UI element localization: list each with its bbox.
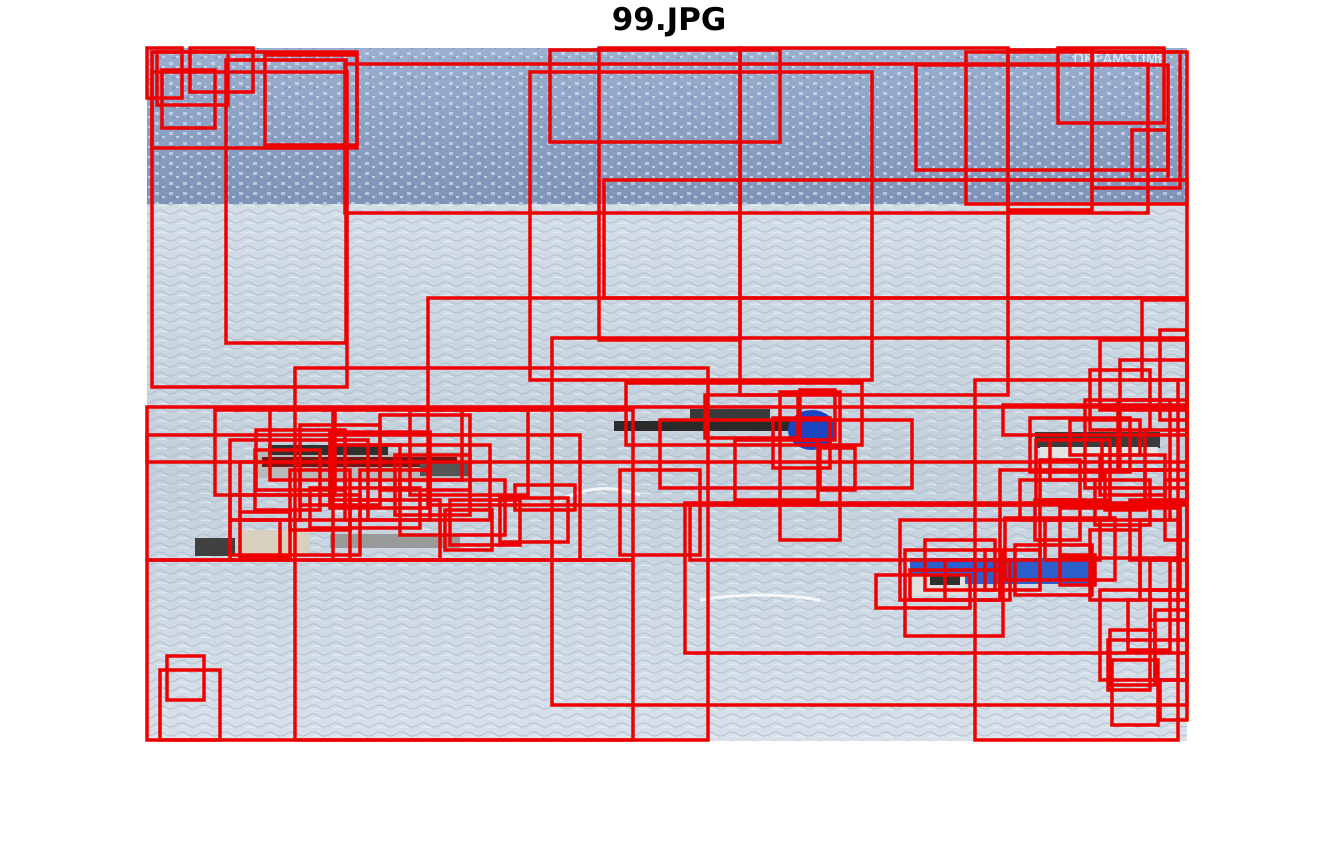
small-boat-left xyxy=(195,530,460,556)
detection-box xyxy=(983,548,1042,592)
detection-box xyxy=(150,70,349,389)
detection-box xyxy=(228,518,282,562)
detection-box xyxy=(1128,498,1182,562)
hillside-buildings xyxy=(147,48,1187,204)
detection-box xyxy=(513,483,577,512)
detection-box xyxy=(1158,678,1189,722)
detection-box xyxy=(903,548,1005,638)
detection-box xyxy=(331,408,635,562)
detection-box xyxy=(818,446,857,492)
detection-box xyxy=(528,70,874,382)
detection-box xyxy=(188,46,255,94)
detection-box xyxy=(1110,658,1160,727)
detection-box xyxy=(1098,453,1167,497)
detection-box xyxy=(398,478,507,537)
detection-box xyxy=(498,496,570,544)
detection-box xyxy=(343,62,1150,215)
detection-box xyxy=(798,388,837,442)
detection-box xyxy=(1163,478,1189,542)
detection-box xyxy=(328,443,402,502)
detection-box xyxy=(1056,46,1166,125)
detection-box xyxy=(1058,553,1097,587)
detection-box xyxy=(658,418,914,490)
detection-box xyxy=(263,53,359,147)
detection-box xyxy=(548,48,782,144)
detection-box xyxy=(165,654,206,702)
detection-box xyxy=(914,63,1170,172)
detection-box xyxy=(238,510,292,560)
detection-box xyxy=(1013,543,1094,597)
detection-box xyxy=(253,448,322,512)
detection-box xyxy=(618,468,702,557)
detection-box xyxy=(448,498,522,547)
detection-boxes xyxy=(145,46,1189,742)
detection-box xyxy=(293,366,710,742)
detection-box xyxy=(1103,468,1147,512)
detection-box xyxy=(964,50,1189,206)
detection-box xyxy=(688,503,1042,562)
detection-box xyxy=(1158,328,1189,422)
detection-box xyxy=(624,381,864,447)
detection-box xyxy=(1168,558,1189,602)
detection-box xyxy=(923,538,997,592)
detection-box xyxy=(1130,128,1170,182)
detection-box xyxy=(1106,638,1152,692)
detection-box xyxy=(778,390,842,542)
detection-box xyxy=(378,413,472,492)
detection-box xyxy=(158,668,222,742)
figure-title: 99.JPG xyxy=(611,2,727,38)
photo: DREAMSTIME xyxy=(147,48,1187,741)
detection-box xyxy=(308,486,422,530)
detection-box xyxy=(733,438,820,502)
detection-box xyxy=(393,453,472,517)
detection-box xyxy=(1093,478,1152,527)
detection-box xyxy=(1043,518,1102,562)
detection-box xyxy=(738,46,1010,397)
